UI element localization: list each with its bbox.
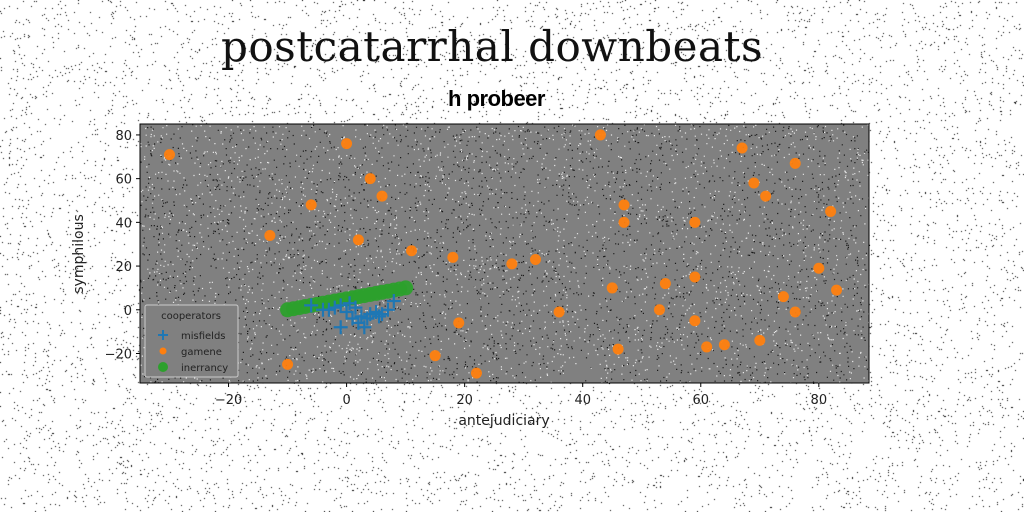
- data-point: [813, 262, 825, 274]
- data-point: [594, 129, 606, 141]
- data-point: [453, 317, 465, 329]
- legend-entry: gamene: [181, 347, 222, 358]
- legend-box: [144, 304, 239, 378]
- data-point: [398, 280, 414, 296]
- data-point: [380, 302, 395, 317]
- data-point: [659, 278, 671, 290]
- y-tick-label: 80: [115, 129, 132, 144]
- data-point: [352, 234, 364, 246]
- plot-frame: [139, 123, 870, 384]
- data-point: [760, 190, 772, 202]
- plot-area: [140, 124, 869, 383]
- data-point: [305, 199, 317, 211]
- data-point: [357, 320, 372, 335]
- data-point: [348, 300, 363, 315]
- data-point: [825, 205, 837, 217]
- data-point: [264, 229, 276, 241]
- data-point: [321, 302, 336, 317]
- data-point: [653, 304, 665, 316]
- data-point: [470, 367, 482, 379]
- series-gamene: [164, 129, 843, 379]
- legend-marker: [159, 347, 167, 355]
- y-tick-label: 0: [124, 304, 132, 319]
- x-tick-label: 80: [811, 393, 828, 408]
- data-point: [363, 307, 378, 322]
- data-point: [718, 339, 730, 351]
- data-point: [529, 254, 541, 266]
- data-point: [736, 142, 748, 154]
- data-point: [339, 304, 354, 319]
- data-point: [618, 216, 630, 228]
- data-point: [406, 245, 418, 257]
- data-point: [606, 282, 618, 294]
- data-point: [304, 298, 319, 313]
- data-point: [282, 358, 294, 370]
- data-point: [164, 149, 176, 161]
- data-point: [689, 271, 701, 283]
- legend-marker: [158, 362, 168, 372]
- legend-entry: misfields: [181, 331, 226, 342]
- y-axis-label: symphilous: [71, 214, 87, 294]
- data-point: [689, 315, 701, 327]
- data-point: [618, 199, 630, 211]
- legend: cooperators misfields gamene inerrancy: [144, 304, 239, 378]
- legend-title: cooperators: [161, 311, 221, 322]
- y-tick-label: 60: [115, 173, 132, 188]
- series-inerrancy: [280, 280, 414, 318]
- data-point: [333, 298, 348, 313]
- data-point: [429, 350, 441, 362]
- data-point: [754, 334, 766, 346]
- data-point: [364, 173, 376, 185]
- page-title: postcatarrhal downbeats: [221, 22, 763, 71]
- x-tick-label: 40: [574, 393, 591, 408]
- data-point: [447, 251, 459, 263]
- x-axis-label: antejudiciary: [458, 413, 549, 429]
- chart-title: h probeer: [448, 86, 545, 111]
- x-tick-label: −20: [215, 393, 242, 408]
- data-point: [612, 343, 624, 355]
- legend-entry: inerrancy: [181, 363, 228, 374]
- data-point: [689, 216, 701, 228]
- series-misfields: [304, 294, 401, 335]
- data-point: [831, 284, 843, 296]
- y-tick-label: 40: [115, 216, 132, 231]
- data-point: [748, 177, 760, 189]
- legend-marker: [158, 330, 168, 340]
- data-point: [341, 138, 353, 150]
- y-tick-label: −20: [105, 347, 132, 362]
- data-point: [333, 320, 348, 335]
- data-point: [777, 291, 789, 303]
- x-tick-label: 20: [456, 393, 473, 408]
- data-point: [789, 157, 801, 169]
- y-tick-label: 20: [115, 260, 132, 275]
- data-point: [372, 309, 387, 324]
- data-point: [789, 306, 801, 318]
- data-point: [327, 300, 342, 315]
- data-point: [701, 341, 713, 353]
- data-point: [506, 258, 518, 270]
- x-tick-label: 0: [342, 393, 350, 408]
- data-point: [553, 306, 565, 318]
- x-tick-label: 60: [692, 393, 709, 408]
- data-point: [354, 309, 369, 324]
- data-point: [376, 190, 388, 202]
- data-point: [386, 294, 401, 309]
